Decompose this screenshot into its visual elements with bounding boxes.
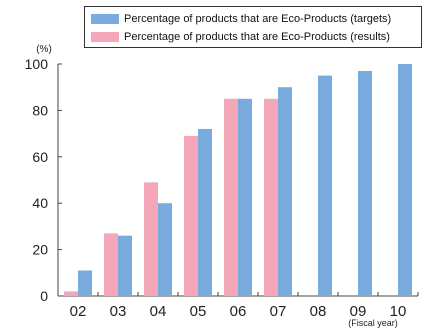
x-tick-label: 03 bbox=[110, 303, 127, 320]
bar-targets bbox=[78, 270, 92, 296]
y-tick-label: 0 bbox=[40, 288, 48, 304]
y-tick-label: 40 bbox=[32, 195, 48, 211]
bar-targets bbox=[278, 87, 292, 296]
x-tick-label: 02 bbox=[70, 303, 87, 320]
bars bbox=[64, 64, 412, 297]
bar-results bbox=[104, 233, 118, 296]
x-tick-label: 07 bbox=[270, 303, 287, 320]
bar-targets bbox=[158, 203, 172, 296]
legend-label-results: Percentage of products that are Eco-Prod… bbox=[124, 31, 390, 43]
bar-results bbox=[64, 291, 78, 296]
y-axis: 0 20 40 60 80 100 bbox=[25, 56, 62, 304]
x-tick-label: 04 bbox=[150, 303, 167, 320]
y-tick-label: 20 bbox=[32, 242, 48, 258]
bar-results bbox=[264, 98, 278, 296]
x-tick-label: 06 bbox=[230, 303, 247, 320]
x-tick-label: 08 bbox=[310, 303, 327, 320]
bar-results bbox=[224, 98, 238, 296]
x-tick-label: 09 bbox=[350, 303, 367, 320]
x-tick-label: 10 bbox=[390, 303, 407, 320]
bar-results bbox=[144, 182, 158, 296]
y-axis-unit-label: (%) bbox=[36, 44, 52, 55]
x-axis-unit-label: (Fiscal year) bbox=[348, 318, 398, 328]
bar-targets bbox=[318, 75, 332, 296]
x-tick-label: 05 bbox=[190, 303, 207, 320]
bar-targets bbox=[198, 128, 212, 296]
y-tick-label: 60 bbox=[32, 149, 48, 165]
legend-label-targets: Percentage of products that are Eco-Prod… bbox=[124, 13, 392, 25]
legend-item-results: Percentage of products that are Eco-Prod… bbox=[91, 29, 390, 45]
bar-targets bbox=[238, 98, 252, 296]
legend-item-targets: Percentage of products that are Eco-Prod… bbox=[91, 11, 391, 27]
bar-targets bbox=[398, 64, 412, 296]
y-tick-label: 100 bbox=[25, 56, 49, 72]
bar-targets bbox=[358, 70, 372, 297]
x-axis: 02 03 04 05 06 07 08 09 10 bbox=[58, 292, 419, 320]
legend-swatch-results bbox=[91, 32, 119, 42]
legend: Percentage of products that are Eco-Prod… bbox=[84, 6, 422, 48]
bar-results bbox=[184, 135, 198, 296]
y-tick-label: 80 bbox=[32, 102, 48, 118]
legend-swatch-targets bbox=[91, 14, 119, 24]
bar-targets bbox=[118, 235, 132, 296]
